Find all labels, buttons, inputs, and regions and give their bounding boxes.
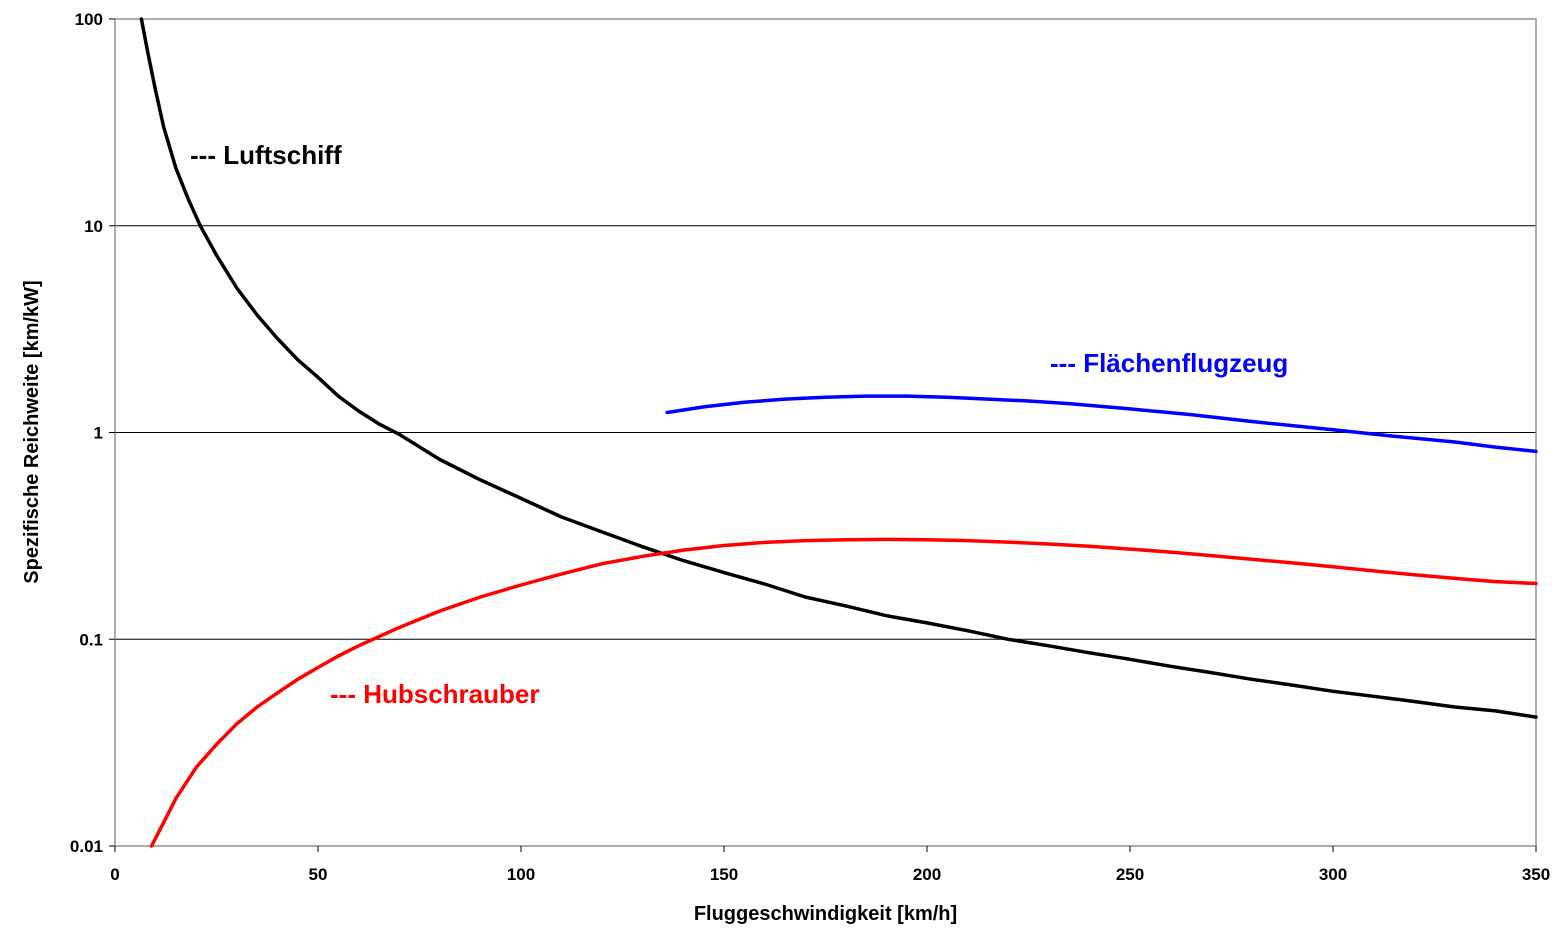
x-tick-label: 150 bbox=[710, 865, 738, 884]
y-tick-label: 0.01 bbox=[70, 837, 103, 856]
gridlines bbox=[115, 225, 1536, 640]
y-tick-label: 10 bbox=[84, 217, 103, 236]
series-line-luftschiff bbox=[139, 17, 1538, 719]
x-tick-label: 50 bbox=[309, 865, 328, 884]
x-axis-title: Fluggeschwindigkeit [km/h] bbox=[694, 903, 957, 925]
x-tick-label: 200 bbox=[913, 865, 941, 884]
x-tick-label: 100 bbox=[507, 865, 535, 884]
y-tick-label: 1 bbox=[94, 424, 103, 443]
series-line-flaechenflugzeug bbox=[665, 394, 1538, 454]
x-tick-label: 350 bbox=[1522, 865, 1550, 884]
y-axis-ticks: 0.01 0.1 1 10 100 bbox=[70, 10, 115, 856]
series-label-flaechenflugzeug: --- Flächenflugzeug bbox=[1050, 348, 1288, 378]
x-tick-label: 250 bbox=[1116, 865, 1144, 884]
series-label-hubschrauber: --- Hubschrauber bbox=[330, 679, 539, 709]
series-label-luftschiff: --- Luftschiff bbox=[190, 140, 342, 170]
series-lines bbox=[139, 17, 1538, 848]
y-tick-label: 0.1 bbox=[79, 630, 103, 649]
series-line-hubschrauber bbox=[149, 537, 1538, 848]
y-axis-title: Spezifische Reichweite [km/kW] bbox=[21, 280, 43, 583]
x-tick-label: 300 bbox=[1319, 865, 1347, 884]
x-tick-label: 0 bbox=[110, 865, 119, 884]
y-tick-label: 100 bbox=[75, 10, 103, 29]
x-axis-ticks: 0 50 100 150 200 250 300 350 bbox=[110, 846, 1550, 884]
